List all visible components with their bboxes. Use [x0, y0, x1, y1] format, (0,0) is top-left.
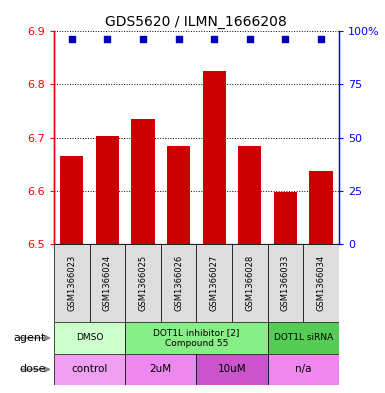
Text: GSM1366023: GSM1366023	[67, 255, 76, 311]
Point	[69, 36, 75, 42]
Text: DOT1L inhibitor [2]
Compound 55: DOT1L inhibitor [2] Compound 55	[153, 328, 239, 348]
Text: 2uM: 2uM	[150, 364, 172, 375]
Bar	[310, 171, 333, 244]
Text: GSM1366024: GSM1366024	[103, 255, 112, 311]
Text: GSM1366028: GSM1366028	[245, 255, 254, 311]
Point	[104, 36, 110, 42]
Title: GDS5620 / ILMN_1666208: GDS5620 / ILMN_1666208	[105, 15, 287, 29]
Point	[211, 36, 217, 42]
Bar	[54, 354, 125, 385]
Text: DOT1L siRNA: DOT1L siRNA	[274, 334, 333, 342]
Text: control: control	[71, 364, 108, 375]
Point	[140, 36, 146, 42]
Bar	[203, 71, 226, 244]
Point	[282, 36, 288, 42]
Bar	[232, 244, 268, 322]
Text: agent: agent	[14, 333, 46, 343]
Bar	[196, 244, 232, 322]
Bar	[268, 244, 303, 322]
Bar	[90, 244, 125, 322]
Text: n/a: n/a	[295, 364, 311, 375]
Bar	[268, 322, 339, 354]
Text: GSM1366027: GSM1366027	[210, 255, 219, 311]
Text: DMSO: DMSO	[76, 334, 103, 342]
Point	[247, 36, 253, 42]
Bar	[96, 136, 119, 244]
Bar	[60, 156, 83, 244]
Bar	[125, 322, 268, 354]
Point	[176, 36, 182, 42]
Bar	[268, 354, 339, 385]
Bar	[54, 244, 90, 322]
Bar	[303, 244, 339, 322]
Bar	[125, 354, 196, 385]
Bar	[167, 145, 190, 244]
Text: GSM1366026: GSM1366026	[174, 255, 183, 311]
Bar	[196, 354, 268, 385]
Bar	[238, 145, 261, 244]
Text: GSM1366033: GSM1366033	[281, 255, 290, 311]
Text: GSM1366025: GSM1366025	[139, 255, 147, 311]
Bar	[131, 119, 154, 244]
Bar	[54, 322, 125, 354]
Bar	[161, 244, 196, 322]
Text: GSM1366034: GSM1366034	[316, 255, 325, 311]
Bar	[125, 244, 161, 322]
Text: dose: dose	[20, 364, 46, 375]
Point	[318, 36, 324, 42]
Bar	[274, 192, 297, 244]
Text: 10uM: 10uM	[218, 364, 246, 375]
